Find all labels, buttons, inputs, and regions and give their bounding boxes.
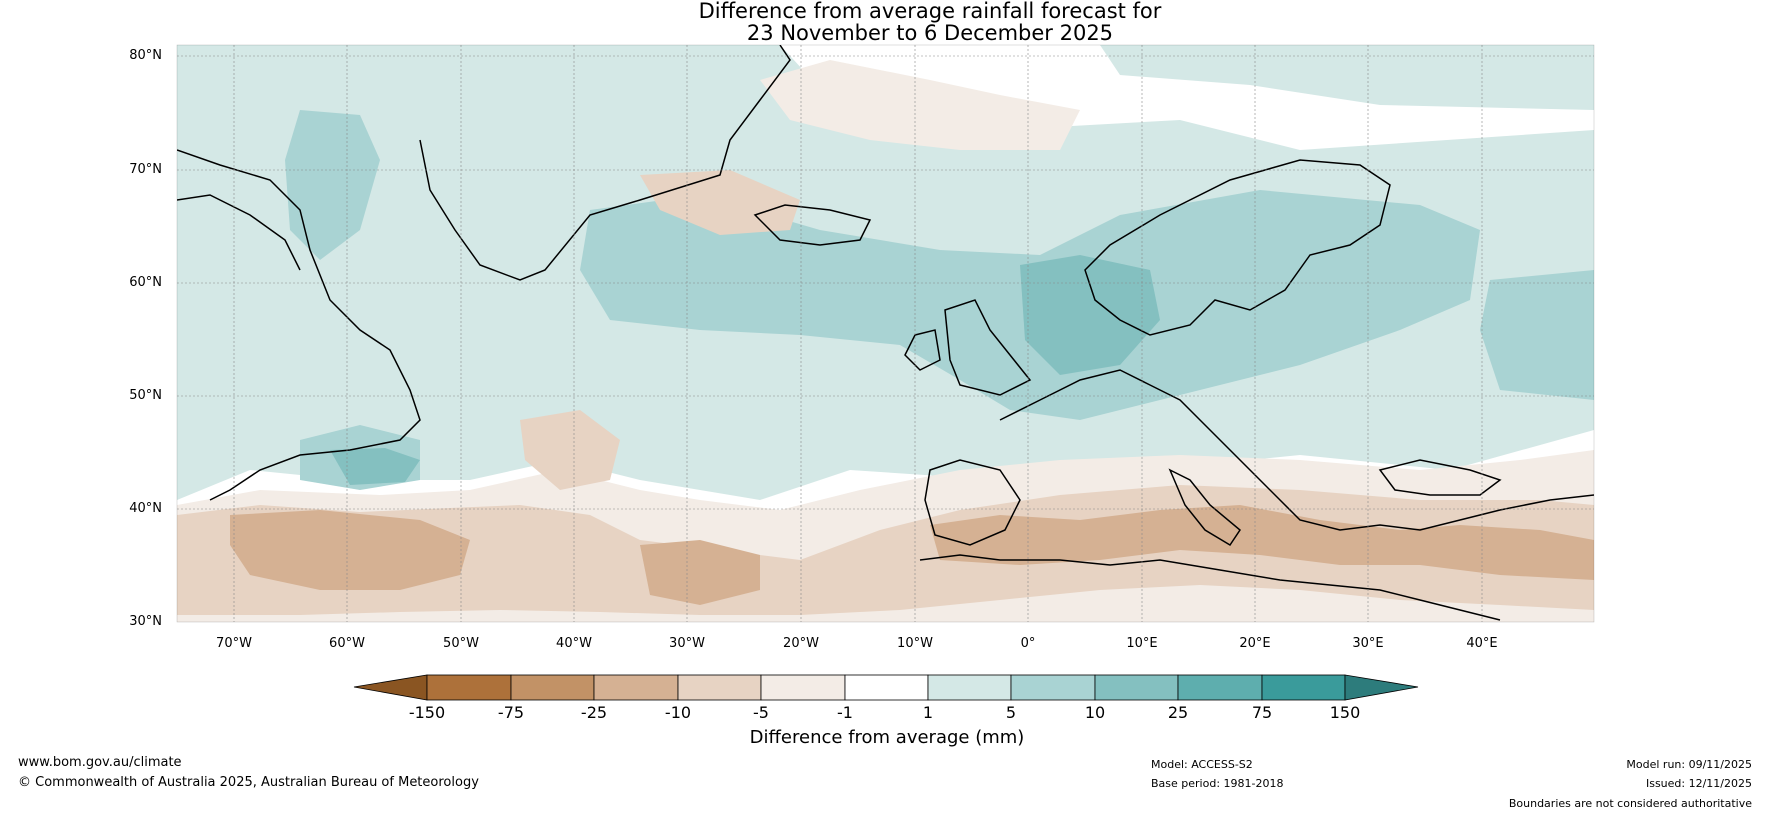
colorbar-bin-3	[593, 674, 679, 701]
anomaly-slight-dry-arctic	[760, 60, 1080, 150]
lon-label-70w: 70°W	[216, 636, 252, 651]
colorbar	[353, 674, 1419, 701]
iceland-coast	[753, 204, 872, 246]
gridlines	[177, 45, 1594, 622]
anomaly-dry-greenland-sea	[640, 170, 800, 235]
lat-label-40n: 40°N	[129, 501, 162, 516]
iberia-coast	[924, 459, 1021, 546]
british-isles-coast	[904, 299, 1032, 396]
lon-label-20w: 20°W	[783, 636, 819, 651]
anomaly-strong-dry-atlantic-west	[230, 510, 470, 590]
colorbar-bin-2	[510, 674, 595, 701]
map-title-line-1: Difference from average rainfall forecas…	[698, 0, 1162, 23]
colorbar-label: Difference from average (mm)	[749, 727, 1025, 748]
colorbar-tick: 25	[1167, 703, 1189, 722]
anomaly-wet-north-sea	[1020, 255, 1160, 375]
lon-label-40e: 40°E	[1466, 636, 1498, 651]
lon-label-50w: 50°W	[443, 636, 479, 651]
lon-label-10w: 10°W	[897, 636, 933, 651]
anomaly-strong-dry-atlantic-central	[640, 540, 760, 605]
anomaly-fields	[177, 45, 1594, 622]
lat-label-80n: 80°N	[129, 48, 162, 63]
colorbar-tick: 10	[1084, 703, 1106, 722]
greenland-coast	[419, 45, 791, 281]
anomaly-wet-nova-scotia	[330, 448, 420, 485]
footer-model-run: Model run: 09/11/2025	[1626, 758, 1752, 771]
scandinavia-coast	[1084, 159, 1391, 336]
europe-coast	[999, 369, 1594, 531]
lon-label-10e: 10°E	[1126, 636, 1158, 651]
lon-label-30w: 30°W	[669, 636, 705, 651]
colorbar-tick: 150	[1329, 703, 1361, 722]
anomaly-light-wet-arctic-east	[1100, 45, 1594, 110]
colorbar-tick: 1	[922, 703, 934, 722]
map-frame	[176, 44, 1595, 623]
baffin-coast	[177, 194, 301, 271]
footer-issued: Issued: 12/11/2025	[1645, 777, 1752, 790]
colorbar-bin-8	[1010, 674, 1096, 701]
lat-label-70n: 70°N	[129, 162, 162, 177]
footer-disclaimer: Boundaries are not considered authoritat…	[1508, 797, 1752, 810]
colorbar-bin-7	[927, 674, 1012, 701]
colorbar-tick: 5	[1005, 703, 1017, 722]
anomaly-medium-wet-labrador	[285, 110, 380, 260]
map-title-line-2: 23 November to 6 December 2025	[746, 21, 1114, 45]
colorbar-extend-low	[353, 674, 428, 701]
colorbar-tick: -10	[664, 703, 692, 722]
coastlines	[177, 45, 1594, 621]
lon-label-20e: 20°E	[1239, 636, 1271, 651]
footer-base-period: Base period: 1981-2018	[1151, 777, 1284, 790]
anomaly-medium-wet-east	[1480, 270, 1594, 400]
colorbar-extend-high	[1344, 674, 1419, 701]
italy-coast	[1168, 468, 1241, 547]
footer-model: Model: ACCESS-S2	[1151, 758, 1253, 771]
footer-copyright: © Commonwealth of Australia 2025, Austra…	[18, 775, 479, 790]
colorbar-tick: -5	[753, 703, 769, 722]
lon-label-60w: 60°W	[329, 636, 365, 651]
black-sea-coast	[1378, 459, 1502, 496]
lon-label-40w: 40°W	[556, 636, 592, 651]
colorbar-bin-11	[1261, 674, 1346, 701]
colorbar-tick: -75	[497, 703, 525, 722]
lat-label-60n: 60°N	[129, 275, 162, 290]
lon-label-30e: 30°E	[1352, 636, 1384, 651]
colorbar-tick: 75	[1251, 703, 1273, 722]
colorbar-bin-5	[760, 674, 846, 701]
north-africa-coast	[919, 554, 1501, 621]
colorbar-bin-10	[1177, 674, 1263, 701]
canada-coast	[177, 149, 421, 501]
colorbar-tick: -25	[580, 703, 608, 722]
anomaly-strong-dry-mediterranean	[930, 505, 1594, 580]
anomaly-dry-mid-atlantic	[520, 410, 620, 490]
colorbar-bin-4	[677, 674, 762, 701]
lat-label-50n: 50°N	[129, 388, 162, 403]
colorbar-bin-1	[426, 674, 512, 701]
lon-label-0: 0°	[1020, 636, 1036, 651]
colorbar-tick: -1	[837, 703, 853, 722]
lat-label-30n: 30°N	[129, 614, 162, 629]
colorbar-tick: -150	[408, 703, 446, 722]
colorbar-bin-9	[1094, 674, 1179, 701]
colorbar-bin-6	[844, 674, 929, 701]
footer-website[interactable]: www.bom.gov.au/climate	[18, 755, 182, 770]
